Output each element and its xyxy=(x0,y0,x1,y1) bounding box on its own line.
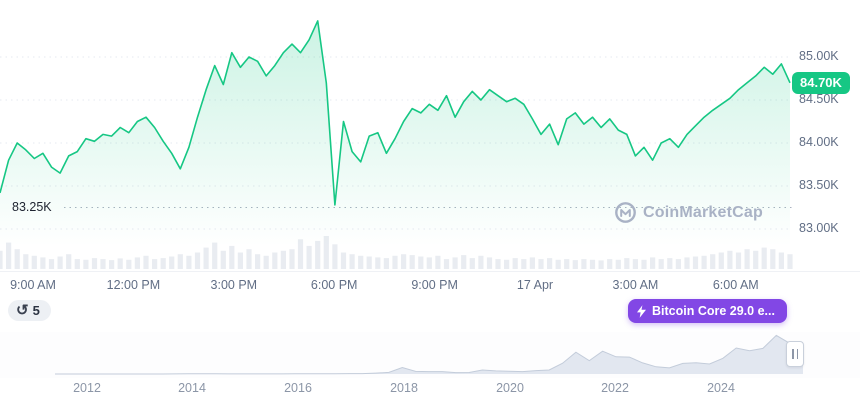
timeline-year-label: 2012 xyxy=(73,381,101,395)
price-area-fill xyxy=(0,20,790,247)
timeline-scrubber[interactable] xyxy=(0,332,860,378)
x-axis-label: 3:00 AM xyxy=(612,278,659,292)
bitcoin-core-badge[interactable]: Bitcoin Core 29.0 e... xyxy=(628,299,787,323)
timeline-years: 2012 2014 2016 2018 2020 2022 2024 xyxy=(0,378,860,400)
history-count: 5 xyxy=(32,303,40,318)
scrubber-handle[interactable] xyxy=(786,341,804,367)
timeline-year-label: 2024 xyxy=(707,381,735,395)
watermark-text: CoinMarketCap xyxy=(643,203,763,221)
x-axis-label: 3:00 PM xyxy=(210,278,258,292)
scrubber-grip-bar xyxy=(792,349,794,359)
annotation-row: ↺ 5 Bitcoin Core 29.0 e... xyxy=(0,298,860,332)
coinmarketcap-watermark: CoinMarketCap xyxy=(615,202,763,223)
timeline-year-label: 2014 xyxy=(178,381,206,395)
timeline-year-label: 2020 xyxy=(496,381,524,395)
timeline-year-label: 2018 xyxy=(390,381,418,395)
coinmarketcap-logo-icon xyxy=(615,202,636,223)
history-icon: ↺ xyxy=(16,302,29,319)
x-axis: 9:00 AM 12:00 PM 3:00 PM 6:00 PM 9:00 PM 17 A… xyxy=(0,272,860,298)
price-line xyxy=(0,20,791,206)
y-axis-tick-label: 84.00K xyxy=(799,135,839,149)
volume-bars xyxy=(0,236,793,270)
x-axis-label: 9:00 AM xyxy=(10,278,56,292)
y-axis-tick-label: 84.50K xyxy=(799,92,839,106)
main-chart-area: 85.00K 84.50K 84.00K 83.50K 83.00K 84.70K 83… xyxy=(0,0,860,272)
y-axis-tick-label: 83.00K xyxy=(799,221,839,235)
timeline-year-label: 2022 xyxy=(601,381,629,395)
x-axis-label: 9:00 PM xyxy=(411,278,458,292)
alltime-mini-chart[interactable] xyxy=(0,332,860,378)
lightning-icon xyxy=(637,304,646,318)
x-axis-label: 6:00 AM xyxy=(712,278,759,292)
history-badge[interactable]: ↺ 5 xyxy=(8,300,51,321)
timeline-year-label: 2016 xyxy=(284,381,312,395)
x-axis-label: 12:00 PM xyxy=(106,278,161,292)
bitcoin-core-label: Bitcoin Core 29.0 e... xyxy=(652,304,775,318)
scrubber-grip-bar xyxy=(796,349,798,359)
y-axis-tick-label: 85.00K xyxy=(799,49,839,63)
price-line-chart[interactable] xyxy=(0,0,860,272)
x-axis-label: 6:00 PM xyxy=(310,278,358,292)
alltime-line xyxy=(55,334,804,375)
alltime-area-fill xyxy=(55,335,803,374)
low-price-label: 83.25K xyxy=(12,199,52,214)
y-axis-tick-label: 83.50K xyxy=(799,178,839,192)
current-price-badge: 84.70K xyxy=(792,71,850,94)
x-axis-label: 17 Apr xyxy=(516,278,554,292)
